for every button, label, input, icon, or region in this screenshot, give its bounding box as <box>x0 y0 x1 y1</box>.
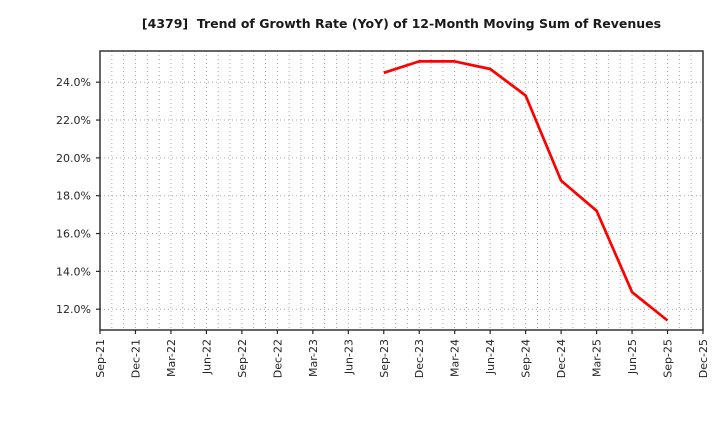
x-tick-label: Mar-25 <box>591 339 604 377</box>
x-tick-label: Sep-25 <box>662 339 675 378</box>
y-tick-label: 24.0% <box>56 76 91 89</box>
x-tick-label: Sep-23 <box>378 339 391 378</box>
x-tick-label: Sep-24 <box>520 339 533 378</box>
x-tick-label: Dec-21 <box>129 339 142 378</box>
x-tick-label: Mar-22 <box>165 339 178 377</box>
x-tick-label: Dec-24 <box>555 339 568 378</box>
x-tick-label: Sep-21 <box>94 339 107 378</box>
x-tick-label: Mar-24 <box>449 339 462 377</box>
x-tick-label: Sep-22 <box>236 339 249 378</box>
y-tick-label: 16.0% <box>56 228 91 241</box>
y-tick-label: 12.0% <box>56 303 91 316</box>
x-tick-label: Jun-25 <box>626 339 639 375</box>
y-tick-label: 20.0% <box>56 152 91 165</box>
x-tick-label: Dec-25 <box>697 339 710 378</box>
plot-border <box>99 50 704 331</box>
x-tick-label: Jun-24 <box>484 339 497 375</box>
growth-rate-line <box>383 60 669 322</box>
y-tick-label: 18.0% <box>56 190 91 203</box>
y-tick-label: 14.0% <box>56 265 91 278</box>
x-tick-label: Mar-23 <box>307 339 320 377</box>
chart-title: [4379] Trend of Growth Rate (YoY) of 12-… <box>141 16 662 31</box>
x-tick-label: Dec-23 <box>413 339 426 378</box>
x-tick-label: Jun-23 <box>342 339 355 375</box>
x-tick-label: Jun-22 <box>200 339 213 375</box>
x-tick-label: Dec-22 <box>271 339 284 378</box>
y-tick-label: 22.0% <box>56 114 91 127</box>
